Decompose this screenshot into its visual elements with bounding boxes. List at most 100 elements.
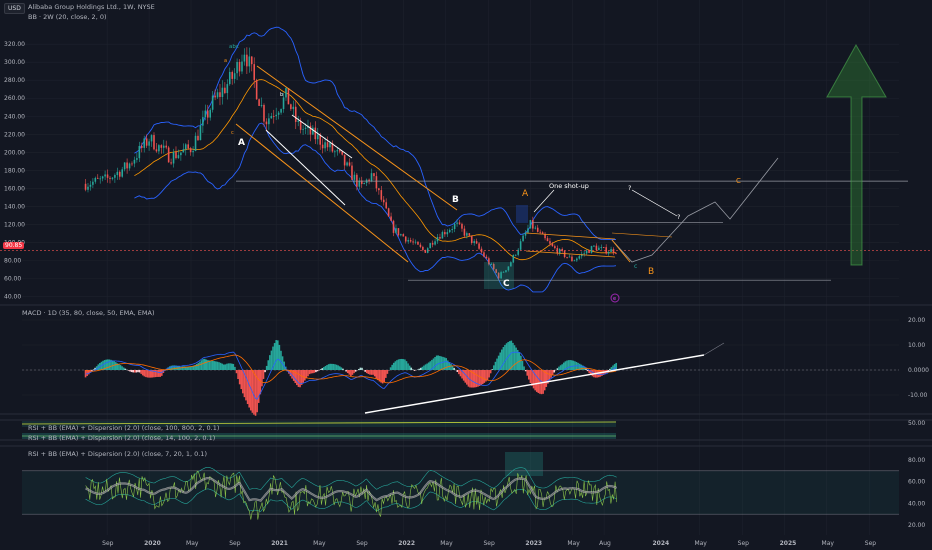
candle-body: [155, 149, 158, 152]
inner-channel-lower: [265, 129, 346, 206]
macd-histogram-bar: [95, 366, 98, 370]
candle-body: [400, 234, 402, 236]
macd-histogram-bar: [102, 360, 104, 370]
macd-histogram-bar: [324, 365, 327, 370]
candle-body: [358, 180, 361, 187]
macd-histogram-bar: [466, 370, 468, 385]
candle-body: [390, 216, 392, 221]
macd-histogram-bar: [130, 370, 133, 373]
candle-body: [600, 247, 603, 248]
candle-body: [128, 163, 131, 169]
candle-body: [490, 263, 493, 265]
macd-histogram-bar: [129, 370, 131, 372]
question-arrow: [631, 189, 678, 217]
candle-body: [615, 252, 617, 254]
macd-histogram-bar: [348, 370, 351, 375]
macd-histogram-bar: [361, 367, 363, 370]
macd-histogram-bar: [373, 370, 376, 377]
macd-histogram-bar: [226, 363, 228, 370]
macd-histogram-bar: [464, 370, 467, 383]
candle-body: [158, 145, 160, 152]
candle-body: [89, 184, 92, 187]
candle-body: [321, 144, 324, 149]
macd-histogram-bar: [292, 370, 295, 381]
rsi-label-2[interactable]: RSI + BB (EMA) + Dispersion (2.0) (close…: [28, 434, 216, 442]
macd-histogram-bar: [442, 356, 444, 370]
price-tick-label: 320.00: [4, 41, 25, 48]
macd-histogram-bar: [138, 370, 141, 373]
macd-histogram-bar: [432, 358, 435, 370]
macd-histogram-bar: [477, 370, 479, 387]
candle-body: [434, 241, 436, 245]
candle-body: [380, 190, 383, 200]
candle-body: [485, 256, 488, 259]
macd-histogram-bar: [276, 340, 279, 370]
macd-histogram-bar: [243, 370, 246, 398]
macd-histogram-bar: [189, 366, 192, 370]
macd-histogram-bar: [310, 370, 312, 374]
macd-histogram-bar: [238, 370, 241, 385]
macd-histogram-bar: [146, 370, 149, 378]
candle-body: [248, 56, 251, 67]
wave-label-b: B: [452, 195, 459, 205]
macd-histogram-bar: [551, 370, 554, 375]
macd-histogram-bar: [528, 370, 530, 380]
price-tick-label: 160.00: [4, 185, 25, 192]
candle-body: [170, 162, 172, 164]
candle-body: [219, 92, 221, 97]
macd-label[interactable]: MACD · 1D (35, 80, close, 50, EMA, EMA): [22, 309, 155, 317]
macd-tick-label: 20.00: [908, 317, 925, 324]
candle-body: [441, 232, 444, 239]
circled-e-marker: [610, 293, 620, 303]
macd-histogram-bar: [245, 370, 247, 401]
macd-histogram-bar: [612, 365, 614, 370]
macd-histogram-bar: [127, 370, 130, 371]
axes-labels: 320.00 300.00 280.00 260.00 240.00 220.00 200.…: [4, 41, 876, 547]
candle-body: [595, 245, 598, 251]
candle-body: [275, 114, 277, 117]
channel-upper: [256, 65, 458, 211]
macd-histogram-bar: [97, 364, 100, 370]
macd-histogram-bar: [378, 370, 381, 382]
macd-histogram-bar: [570, 360, 573, 370]
bb-indicator-label[interactable]: BB · 2W (20, close, 2, 0): [28, 13, 107, 21]
symbol-title[interactable]: Alibaba Group Holdings Ltd., 1W, NYSE: [28, 3, 155, 11]
macd-histogram-bar: [534, 370, 536, 391]
time-tick-label: 2023: [525, 540, 542, 547]
candle-body: [268, 118, 270, 125]
macd-histogram-bar: [524, 370, 527, 372]
candle-body: [602, 247, 605, 248]
macd-histogram-bar: [588, 370, 590, 374]
candle-body: [338, 150, 341, 152]
candle-body: [510, 262, 512, 267]
candle-body: [197, 135, 199, 141]
currency-badge[interactable]: USD: [4, 3, 25, 14]
candle-body: [473, 241, 475, 244]
price-tick-label: 140.00: [4, 203, 25, 210]
rsi-label-3[interactable]: RSI + BB (EMA) + Dispersion (2.0) (close…: [28, 450, 207, 458]
price-tick-label: 180.00: [4, 167, 25, 174]
macd-histogram-bar: [520, 355, 522, 370]
macd-histogram-bar: [502, 347, 505, 370]
macd-histogram-bar: [412, 369, 414, 370]
time-tick-label: 2022: [398, 540, 415, 547]
macd-histogram-bar: [197, 362, 200, 370]
candle-body: [419, 244, 422, 247]
macd-histogram-bar: [578, 363, 581, 370]
macd-histogram-bar: [562, 362, 565, 370]
candle-body: [241, 61, 243, 72]
candle-body: [466, 233, 468, 236]
rsi-label-1[interactable]: RSI + BB (EMA) + Dispersion (2.0) (close…: [28, 424, 220, 432]
macd-histogram-bar: [491, 369, 494, 370]
macd-histogram-bar: [451, 365, 454, 370]
candle-body: [370, 173, 373, 182]
candle-body: [184, 144, 187, 150]
projection-orange: [611, 239, 631, 263]
candle-body: [343, 154, 346, 166]
candle-body: [326, 142, 329, 148]
macd-histogram-bar: [558, 366, 560, 370]
time-tick-label: May: [313, 540, 326, 547]
macd-histogram-bar: [472, 370, 475, 388]
candle-body: [505, 270, 507, 272]
macd-histogram-bar: [589, 370, 592, 375]
